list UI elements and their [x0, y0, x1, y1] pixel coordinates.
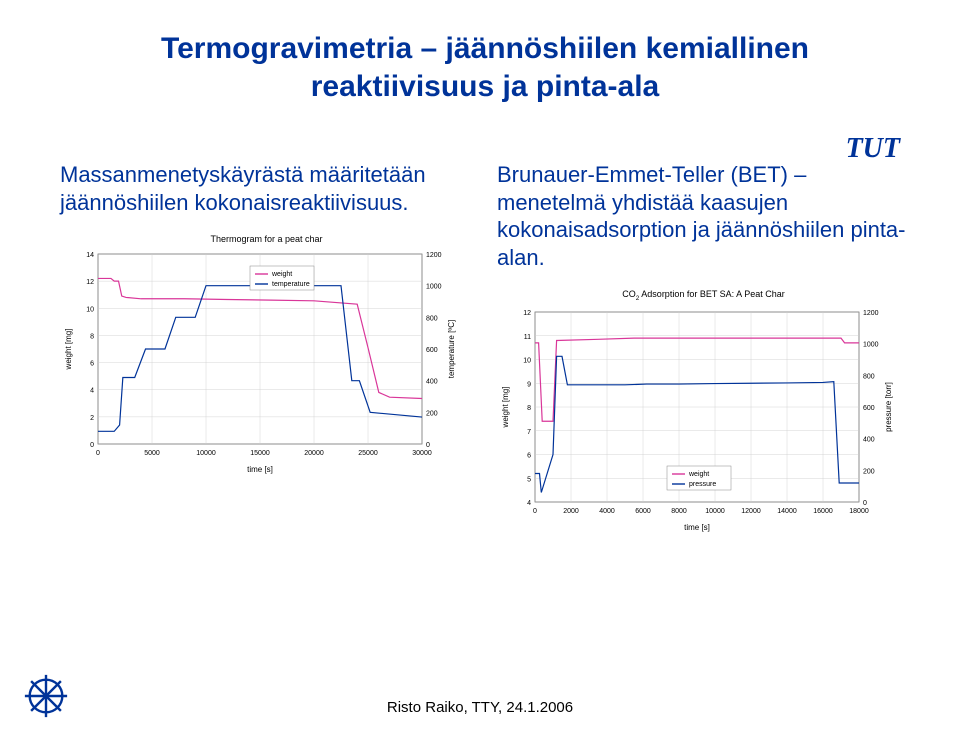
svg-text:5000: 5000 [144, 450, 160, 457]
svg-text:15000: 15000 [250, 450, 270, 457]
left-body-text: Massanmenetyskäyrästä määritetään jäännö… [60, 161, 473, 216]
svg-text:400: 400 [426, 379, 438, 386]
svg-text:12: 12 [523, 310, 531, 317]
svg-text:0: 0 [96, 450, 100, 457]
svg-text:time [s]: time [s] [684, 523, 710, 532]
svg-text:12: 12 [86, 279, 94, 286]
svg-text:8: 8 [527, 405, 531, 412]
chart-left-svg: 0 2 4 6 8 10 12 14 0 200 400 600 800 1000 1200 0 5000 100… [60, 248, 460, 478]
svg-text:800: 800 [426, 315, 438, 322]
svg-text:0: 0 [90, 442, 94, 449]
logo-icon [22, 672, 70, 720]
svg-text:7: 7 [527, 429, 531, 436]
svg-text:6: 6 [527, 452, 531, 459]
svg-text:6: 6 [90, 361, 94, 368]
svg-text:weight: weight [688, 471, 709, 478]
left-column: Massanmenetyskäyrästä määritetään jäännö… [60, 161, 473, 536]
svg-text:weight [mg]: weight [mg] [64, 329, 73, 371]
svg-text:8: 8 [90, 333, 94, 340]
svg-text:200: 200 [426, 410, 438, 417]
svg-text:30000: 30000 [412, 450, 432, 457]
svg-text:400: 400 [863, 436, 875, 443]
svg-text:1200: 1200 [863, 310, 879, 317]
svg-text:6000: 6000 [635, 508, 651, 515]
svg-text:600: 600 [863, 405, 875, 412]
svg-text:0: 0 [426, 442, 430, 449]
chart-right-title: CO2 Adsorption for BET SA: A Peat Char [497, 289, 910, 302]
page-title: Termogravimetria – jäännöshiilen kemiall… [60, 30, 910, 105]
svg-text:0: 0 [533, 508, 537, 515]
right-body-text: Brunauer-Emmet-Teller (BET) –menetelmä y… [497, 161, 910, 271]
svg-text:4000: 4000 [599, 508, 615, 515]
svg-text:1200: 1200 [426, 252, 442, 259]
svg-text:weight [mg]: weight [mg] [501, 386, 510, 428]
svg-text:0: 0 [863, 500, 867, 507]
svg-text:10: 10 [86, 306, 94, 313]
svg-text:14000: 14000 [777, 508, 797, 515]
svg-text:18000: 18000 [849, 508, 869, 515]
svg-text:weight: weight [271, 271, 292, 278]
svg-text:10000: 10000 [705, 508, 725, 515]
svg-text:8000: 8000 [671, 508, 687, 515]
svg-text:1000: 1000 [863, 341, 879, 348]
svg-text:pressure [torr]: pressure [torr] [884, 382, 893, 432]
svg-text:pressure: pressure [689, 481, 716, 488]
svg-text:time [s]: time [s] [247, 465, 273, 474]
svg-text:4: 4 [90, 388, 94, 395]
svg-text:9: 9 [527, 381, 531, 388]
svg-text:4: 4 [527, 500, 531, 507]
title-line-2: reaktiivisuus ja pinta-ala [60, 68, 910, 106]
svg-text:12000: 12000 [741, 508, 761, 515]
svg-text:11: 11 [524, 334, 531, 341]
svg-text:10000: 10000 [196, 450, 216, 457]
svg-text:14: 14 [86, 252, 94, 259]
svg-text:2000: 2000 [563, 508, 579, 515]
svg-text:600: 600 [426, 347, 438, 354]
right-column: Brunauer-Emmet-Teller (BET) –menetelmä y… [497, 161, 910, 536]
svg-text:800: 800 [863, 373, 875, 380]
svg-text:5: 5 [527, 476, 531, 483]
svg-text:10: 10 [523, 357, 531, 364]
footer-text: Risto Raiko, TTY, 24.1.2006 [0, 699, 960, 716]
svg-text:temperature: temperature [272, 281, 310, 288]
thermogram-chart: Thermogram for a peat char 0 2 4 6 8 10 12 14 0 2… [60, 234, 473, 478]
svg-text:2: 2 [90, 415, 94, 422]
svg-text:20000: 20000 [304, 450, 324, 457]
chart-right-svg: 4567891011120200400600800100012000200040… [497, 306, 897, 536]
svg-text:25000: 25000 [358, 450, 378, 457]
svg-text:200: 200 [863, 468, 875, 475]
svg-text:temperature [ºC]: temperature [ºC] [447, 320, 456, 379]
title-line-1: Termogravimetria – jäännöshiilen kemiall… [60, 30, 910, 68]
chart-left-title: Thermogram for a peat char [60, 234, 473, 244]
columns: Massanmenetyskäyrästä määritetään jäännö… [60, 161, 910, 536]
svg-text:1000: 1000 [426, 284, 442, 291]
svg-text:16000: 16000 [813, 508, 833, 515]
bet-chart: CO2 Adsorption for BET SA: A Peat Char 4… [497, 289, 910, 536]
